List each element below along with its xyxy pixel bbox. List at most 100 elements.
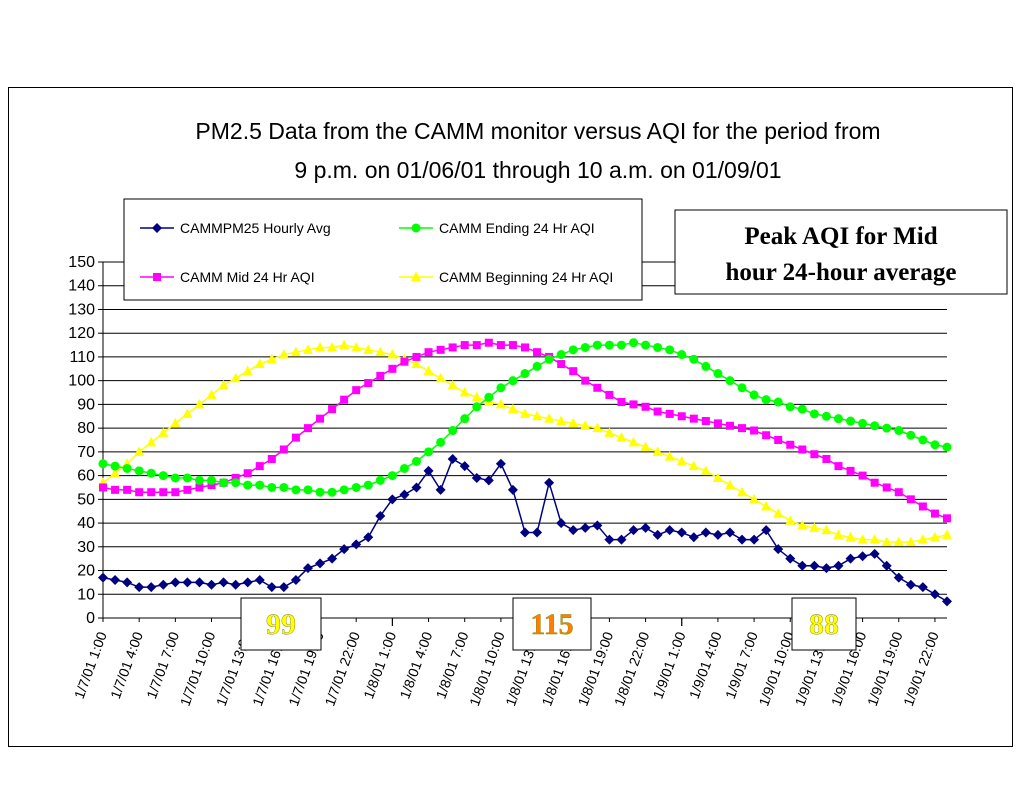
legend: CAMMPM25 Hourly Avg CAMM Ending 24 Hr AQI… bbox=[123, 198, 643, 301]
data-point bbox=[315, 341, 326, 352]
data-point bbox=[665, 345, 675, 355]
data-point bbox=[472, 402, 482, 412]
data-point bbox=[762, 431, 771, 440]
data-point bbox=[917, 582, 928, 593]
y-tick-label: 10 bbox=[77, 586, 95, 603]
data-point bbox=[266, 582, 277, 593]
data-point bbox=[303, 424, 312, 433]
data-point bbox=[483, 475, 494, 486]
x-tick-label: 1/7/01 22:00 bbox=[321, 629, 363, 708]
data-point bbox=[700, 465, 711, 475]
data-point bbox=[568, 417, 579, 428]
data-point bbox=[664, 451, 675, 461]
data-point bbox=[857, 534, 868, 544]
data-point bbox=[207, 481, 216, 490]
x-tick-label: 1/7/01 7:00 bbox=[143, 629, 182, 701]
x-tick-label: 1/7/01 1:00 bbox=[71, 629, 110, 701]
data-point bbox=[254, 575, 265, 586]
data-point bbox=[712, 529, 723, 540]
data-point bbox=[701, 361, 711, 371]
data-point bbox=[206, 389, 217, 399]
y-tick-label: 130 bbox=[68, 301, 95, 318]
data-point bbox=[230, 372, 241, 383]
data-point bbox=[411, 456, 421, 466]
data-point bbox=[556, 350, 566, 360]
data-point bbox=[568, 345, 578, 355]
data-point bbox=[869, 534, 880, 544]
data-point bbox=[230, 579, 241, 590]
data-point bbox=[665, 409, 674, 418]
data-point bbox=[435, 372, 446, 383]
legend-swatch-marker bbox=[411, 271, 421, 281]
data-point bbox=[942, 596, 952, 607]
x-tick-label: 1/7/01 4:00 bbox=[107, 629, 146, 701]
data-point bbox=[267, 482, 277, 492]
y-tick-label: 40 bbox=[77, 515, 95, 532]
data-point bbox=[134, 466, 144, 476]
data-point bbox=[532, 361, 542, 371]
x-tick-label: 1/9/01 10:00 bbox=[755, 629, 797, 708]
data-point bbox=[846, 466, 855, 475]
data-point bbox=[146, 436, 157, 447]
data-point bbox=[134, 582, 145, 593]
data-point bbox=[750, 426, 759, 435]
data-point bbox=[797, 404, 807, 414]
data-point bbox=[423, 465, 434, 476]
x-tick-label: 1/8/01 10:00 bbox=[466, 629, 508, 708]
data-point bbox=[375, 346, 386, 357]
y-tick-label: 100 bbox=[68, 373, 95, 390]
data-point bbox=[834, 462, 843, 471]
legend-label: CAMM Mid 24 Hr AQI bbox=[180, 269, 315, 285]
data-point bbox=[942, 529, 952, 539]
data-point bbox=[700, 527, 711, 538]
data-point bbox=[737, 534, 748, 545]
legend-item-camm-ending-24-hr-aqi: CAMM Ending 24 Hr AQI bbox=[399, 220, 595, 236]
peak-box-frame bbox=[791, 597, 857, 651]
data-point bbox=[520, 369, 530, 379]
data-point bbox=[218, 379, 229, 390]
data-point bbox=[291, 485, 301, 495]
peak-box-frame bbox=[512, 597, 592, 651]
data-point bbox=[472, 341, 481, 350]
data-point bbox=[435, 484, 446, 495]
data-point bbox=[930, 509, 939, 518]
data-point bbox=[302, 563, 313, 574]
x-tick-label: 1/9/01 4:00 bbox=[686, 629, 725, 701]
data-point bbox=[351, 341, 362, 352]
data-point bbox=[520, 527, 530, 538]
data-point bbox=[641, 402, 650, 411]
data-point bbox=[424, 447, 434, 457]
data-point bbox=[158, 427, 169, 437]
data-point bbox=[881, 536, 892, 547]
y-tick-label: 20 bbox=[77, 563, 95, 580]
data-point bbox=[533, 348, 542, 357]
data-point bbox=[761, 395, 771, 405]
data-point bbox=[279, 482, 289, 492]
data-point bbox=[303, 485, 313, 495]
chart-frame bbox=[8, 87, 1013, 747]
data-point bbox=[774, 436, 783, 444]
data-point bbox=[869, 548, 880, 559]
y-tick-label: 140 bbox=[68, 278, 95, 295]
data-point bbox=[459, 387, 470, 397]
data-point bbox=[797, 519, 808, 530]
data-point bbox=[448, 426, 458, 436]
data-point bbox=[773, 508, 784, 518]
data-point bbox=[170, 577, 181, 588]
legend-box bbox=[123, 198, 643, 301]
data-point bbox=[194, 475, 204, 485]
data-point bbox=[605, 390, 614, 399]
data-point bbox=[387, 494, 398, 505]
legend-label: CAMM Ending 24 Hr AQI bbox=[439, 220, 595, 236]
data-point bbox=[797, 560, 808, 571]
data-point bbox=[845, 531, 856, 542]
data-point bbox=[302, 344, 313, 354]
data-point bbox=[894, 426, 904, 436]
data-point bbox=[111, 485, 120, 494]
data-point bbox=[110, 467, 121, 478]
data-point bbox=[411, 482, 422, 493]
data-point bbox=[267, 454, 276, 463]
data-point bbox=[460, 414, 470, 424]
data-point bbox=[810, 450, 819, 459]
data-point bbox=[894, 488, 903, 497]
